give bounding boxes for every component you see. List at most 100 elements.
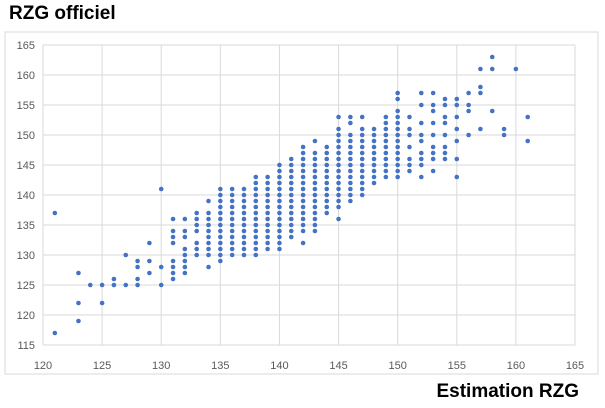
y-tick-label: 155 [17, 100, 35, 112]
data-point [419, 150, 424, 156]
data-point [454, 174, 460, 180]
data-point [359, 126, 365, 132]
data-point [206, 228, 211, 234]
data-point [442, 96, 448, 102]
data-point [253, 192, 259, 198]
data-point [419, 120, 424, 126]
data-point [277, 216, 282, 222]
y-tick-label: 125 [17, 280, 35, 292]
data-point [359, 180, 365, 186]
data-point [348, 186, 353, 192]
data-point [265, 198, 270, 204]
data-point [277, 192, 282, 198]
data-point [277, 222, 282, 228]
data-point [206, 264, 211, 270]
data-point [218, 252, 223, 258]
data-point [478, 90, 483, 96]
data-point [454, 156, 460, 162]
data-point [312, 186, 318, 192]
data-point [430, 156, 436, 162]
data-point [324, 156, 330, 162]
data-point [241, 192, 247, 198]
data-point [300, 216, 306, 222]
data-point [253, 228, 259, 234]
data-point [253, 204, 259, 210]
data-point [359, 138, 365, 144]
data-point [194, 246, 199, 252]
data-point [348, 150, 353, 156]
data-point [395, 156, 400, 162]
data-point [336, 126, 341, 132]
data-point [312, 174, 318, 180]
data-point [430, 90, 436, 96]
data-point [324, 198, 330, 204]
x-tick-label: 165 [566, 360, 584, 372]
chart-frame [4, 31, 599, 375]
data-point [324, 204, 330, 210]
data-point [407, 114, 412, 120]
data-point [419, 174, 424, 180]
data-point [466, 108, 471, 114]
data-point [324, 186, 330, 192]
data-point [371, 156, 377, 162]
data-point [288, 180, 294, 186]
data-point [359, 168, 365, 174]
data-point [182, 216, 188, 222]
data-point [288, 186, 294, 192]
y-tick-label: 140 [17, 190, 35, 202]
data-point [359, 114, 365, 120]
data-point [241, 204, 247, 210]
data-point [336, 114, 341, 120]
data-point [383, 174, 389, 180]
data-point [194, 228, 199, 234]
data-point [206, 216, 211, 222]
data-point [229, 234, 235, 240]
data-point [312, 162, 318, 168]
data-point [218, 222, 223, 228]
data-point [241, 222, 247, 228]
data-point [229, 186, 235, 192]
data-point [300, 162, 306, 168]
data-point [419, 102, 424, 108]
data-point [241, 228, 247, 234]
data-point [194, 252, 199, 258]
data-point [265, 222, 270, 228]
data-point [407, 168, 412, 174]
data-point [206, 198, 211, 204]
data-point [395, 144, 400, 150]
data-point [478, 66, 483, 72]
data-point [288, 168, 294, 174]
data-point [371, 150, 377, 156]
data-point [348, 162, 353, 168]
data-point [147, 270, 152, 276]
data-point [241, 210, 247, 216]
data-point [395, 108, 400, 114]
data-point [182, 258, 188, 264]
data-point [277, 168, 282, 174]
data-point [419, 90, 424, 96]
x-tick-label: 155 [448, 360, 466, 372]
y-axis-title: RZG officiel [9, 3, 116, 24]
data-point [123, 282, 129, 288]
data-point [430, 108, 436, 114]
data-point [359, 132, 365, 138]
data-point [324, 144, 330, 150]
data-point [430, 102, 436, 108]
data-point [194, 240, 199, 246]
data-point [218, 246, 223, 252]
data-point [407, 126, 412, 132]
x-tick-label: 120 [34, 360, 52, 372]
data-point [454, 138, 460, 144]
x-tick-label: 160 [507, 360, 525, 372]
data-point [300, 168, 306, 174]
data-point [277, 246, 282, 252]
data-point [182, 246, 188, 252]
data-point [265, 210, 270, 216]
y-tick-label: 115 [17, 340, 35, 352]
data-point [501, 126, 507, 132]
data-point [170, 228, 176, 234]
data-point [277, 186, 282, 192]
data-point [182, 228, 188, 234]
data-point [241, 234, 247, 240]
data-point [419, 138, 424, 144]
